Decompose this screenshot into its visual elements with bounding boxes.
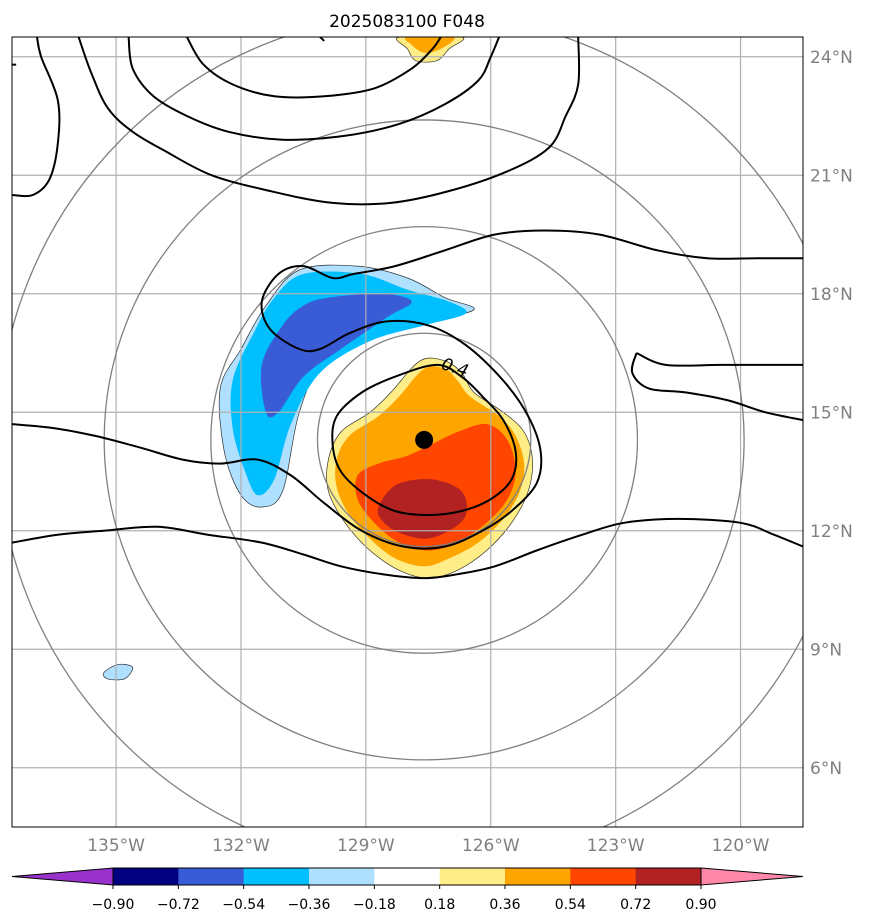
lat-tick-label-0: 6°N	[810, 759, 842, 779]
plot-frame	[11, 36, 804, 828]
contour-line-8	[127, 37, 501, 141]
colorbar-label-5: 0.18	[424, 897, 455, 913]
colorbar-label-3: −0.36	[288, 897, 331, 913]
contour-line-7	[77, 37, 581, 206]
filled-contours	[102, 37, 533, 681]
chart-title: 2025083100 F048	[329, 12, 485, 32]
range-ring-1	[210, 225, 639, 654]
colorbar-label-9: 0.90	[685, 897, 716, 913]
latitude-tick-labels: 6°N 9°N 12°N 15°N 18°N 21°N 24°N	[810, 48, 853, 779]
colorbar-extend-high	[700, 867, 804, 886]
colorbar-swatch-5	[439, 868, 506, 885]
colorbar-label-6: 0.36	[489, 897, 520, 913]
contour-lines	[12, 37, 803, 580]
gridlines	[12, 37, 803, 827]
colorbar-label-0: −0.90	[92, 897, 135, 913]
colorbar-frame	[112, 867, 702, 886]
lon-tick-label-0: 135°W	[87, 836, 145, 856]
lon-tick-label-1: 132°W	[212, 836, 270, 856]
lat-tick-label-3: 15°N	[810, 403, 853, 423]
lat-tick-label-6: 24°N	[810, 48, 853, 68]
lon-tick-label-4: 123°W	[587, 836, 645, 856]
contour-line-3	[636, 352, 803, 367]
colorbar-swatch-3	[309, 868, 375, 885]
contour-line-5	[12, 37, 61, 198]
filled-region-7	[377, 478, 467, 539]
colorbar: −0.90 −0.72 −0.54 −0.36 −0.18 0.18 0.36 0.54 0.7…	[11, 867, 804, 913]
lon-tick-label-5: 120°W	[712, 836, 770, 856]
range-rings	[12, 37, 803, 827]
lat-tick-label-1: 9°N	[810, 640, 842, 660]
range-ring-2	[103, 119, 745, 761]
colorbar-label-8: 0.72	[620, 897, 651, 913]
colorbar-swatch-7	[570, 868, 637, 885]
colorbar-label-7: 0.54	[555, 897, 586, 913]
colorbar-swatch-0	[113, 868, 179, 885]
lat-tick-label-2: 12°N	[810, 522, 853, 542]
contour-line-10	[319, 37, 325, 42]
lon-tick-label-2: 129°W	[337, 836, 395, 856]
colorbar-swatch-4	[374, 868, 441, 885]
contour-line-0	[12, 517, 803, 580]
plot-area: 0.4	[12, 37, 803, 827]
colorbar-swatch-1	[178, 868, 245, 885]
lat-tick-label-5: 21°N	[810, 166, 853, 186]
contour-line-4	[630, 352, 803, 422]
lat-tick-label-4: 18°N	[810, 285, 853, 305]
colorbar-label-4: −0.18	[353, 897, 396, 913]
contour-line-2	[331, 363, 518, 516]
range-ring-0	[316, 332, 532, 548]
longitude-tick-labels: 135°W 132°W 129°W 126°W 123°W 120°W	[87, 836, 769, 856]
colorbar-swatch-6	[505, 868, 571, 885]
filled-region-9	[404, 37, 455, 53]
storm-center-marker	[415, 430, 434, 449]
colorbar-swatch-2	[243, 868, 310, 885]
colorbar-label-1: −0.72	[157, 897, 200, 913]
colorbar-swatch-8	[635, 868, 702, 885]
colorbar-label-2: −0.54	[222, 897, 265, 913]
lon-tick-label-3: 126°W	[462, 836, 520, 856]
contour-line-1	[12, 229, 803, 550]
contour-line-9	[186, 37, 442, 99]
colorbar-extend-low	[11, 867, 114, 886]
